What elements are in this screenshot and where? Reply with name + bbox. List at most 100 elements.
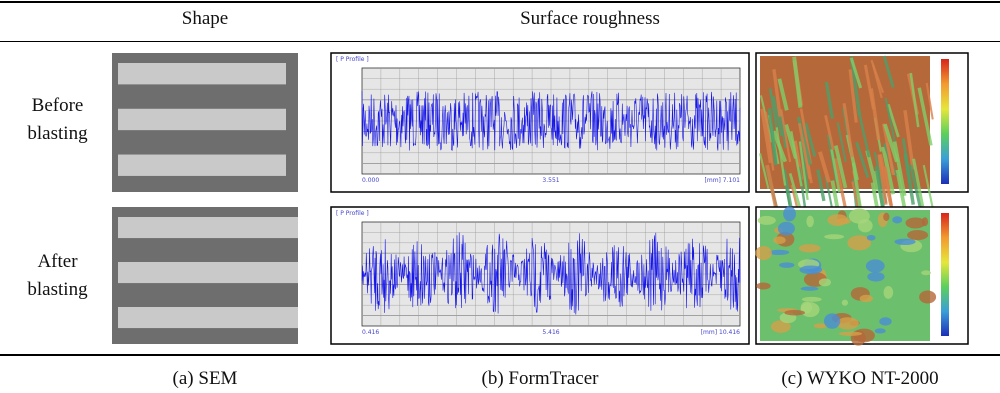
wyko-streak xyxy=(833,158,848,210)
profile-x-label: [mm] 10.416 xyxy=(701,329,740,336)
wyko-streak xyxy=(881,123,895,176)
wyko-streak xyxy=(863,64,876,110)
wyko-spot xyxy=(836,218,851,225)
wyko-spot xyxy=(773,236,786,245)
wyko-spot xyxy=(883,285,894,299)
wyko-spot xyxy=(836,317,859,330)
wyko-spot xyxy=(813,323,828,329)
wyko-streak xyxy=(848,69,858,123)
wyko-streak xyxy=(764,111,775,171)
wyko-spot xyxy=(779,262,795,268)
wyko-streak xyxy=(768,88,779,130)
wyko-streak xyxy=(816,169,826,202)
wyko-streak xyxy=(925,82,934,120)
wyko-spot xyxy=(919,290,937,304)
caption: (c) WYKO NT-2000 xyxy=(781,368,939,389)
wyko-streak xyxy=(760,108,773,164)
sem-stripe xyxy=(118,262,298,284)
wyko-streak xyxy=(903,153,915,205)
wyko-streak xyxy=(849,57,863,89)
wyko-spot xyxy=(867,272,885,282)
wyko-spot xyxy=(866,234,876,241)
wyko-spot xyxy=(777,221,795,236)
caption: (a) SEM xyxy=(172,368,238,389)
wyko-streak xyxy=(878,154,893,206)
wyko-spot xyxy=(783,206,796,222)
wyko-spot xyxy=(756,282,771,290)
wyko-spot xyxy=(859,294,874,303)
header-roughness: Surface roughness xyxy=(520,8,660,29)
wyko-spot xyxy=(921,270,931,276)
wyko-streak xyxy=(775,127,787,186)
sem-stripe xyxy=(118,108,286,131)
wyko-streak xyxy=(912,158,925,207)
wyko-streak xyxy=(798,141,809,201)
wyko-spot xyxy=(824,234,844,240)
wyko-streak xyxy=(777,78,789,111)
wyko-spot xyxy=(841,299,848,306)
wyko-spot xyxy=(874,328,886,334)
top-rule xyxy=(0,1,1000,3)
wyko-spot xyxy=(847,235,872,251)
wyko-streak xyxy=(818,151,831,183)
wyko-streak xyxy=(772,96,784,137)
wyko-spot xyxy=(848,208,870,224)
wyko-streak xyxy=(788,172,802,210)
wyko-spot xyxy=(806,215,814,228)
wyko-spot xyxy=(784,309,805,316)
wyko-spot xyxy=(799,265,823,275)
wyko-spot xyxy=(823,313,841,329)
caption: (b) FormTracer xyxy=(481,368,599,389)
wyko-streak xyxy=(857,111,871,158)
wyko-spot xyxy=(865,259,885,273)
wyko-streak xyxy=(798,122,812,180)
profile-x-label: 3.551 xyxy=(542,177,559,184)
colorbar xyxy=(941,213,949,336)
wyko-spot xyxy=(798,244,821,253)
wyko-spot xyxy=(838,331,863,336)
row-label: After blasting xyxy=(27,251,88,300)
wyko-streak xyxy=(824,115,835,151)
profile-x-label: 0.000 xyxy=(362,177,379,184)
wyko-spot xyxy=(879,317,892,326)
wyko-streak xyxy=(855,141,870,179)
wyko-streak xyxy=(790,131,803,187)
wyko-spot xyxy=(818,278,831,287)
wyko-streak xyxy=(792,56,803,108)
wyko-streak xyxy=(772,69,782,117)
wyko-spot xyxy=(905,217,926,229)
wyko-streak xyxy=(886,103,900,138)
profile-x-label: [mm] 7.101 xyxy=(705,177,741,184)
wyko-spot xyxy=(770,320,791,333)
wyko-spot xyxy=(921,217,929,227)
wyko-spot xyxy=(894,238,916,246)
wyko-spot xyxy=(755,245,772,261)
row-label: Before blasting xyxy=(27,95,88,144)
profile-title: [ P Profile ] xyxy=(336,210,369,217)
wyko-streak xyxy=(759,153,770,190)
wyko-streak xyxy=(882,55,895,88)
profile-x-label: 0.416 xyxy=(362,329,379,336)
wyko-streak xyxy=(830,148,841,193)
wyko-streak xyxy=(767,108,778,166)
sem-stripe xyxy=(118,217,298,239)
wyko-spot xyxy=(883,212,890,221)
header-rule xyxy=(0,41,1000,42)
sem-stripe xyxy=(118,307,298,329)
wyko-streak xyxy=(917,87,933,146)
colorbar xyxy=(941,59,949,184)
header-shape: Shape xyxy=(181,8,229,29)
wyko-spot xyxy=(907,229,929,241)
wyko-streak xyxy=(765,164,778,207)
wyko-spot xyxy=(800,301,813,314)
wyko-streak xyxy=(836,122,847,163)
sem-stripe xyxy=(118,63,286,85)
wyko-spot xyxy=(757,215,776,225)
wyko-streak xyxy=(833,145,848,189)
wyko-streak xyxy=(780,109,792,163)
wyko-spot xyxy=(768,249,790,255)
wyko-spot xyxy=(853,328,875,343)
profile-trace xyxy=(361,91,741,151)
